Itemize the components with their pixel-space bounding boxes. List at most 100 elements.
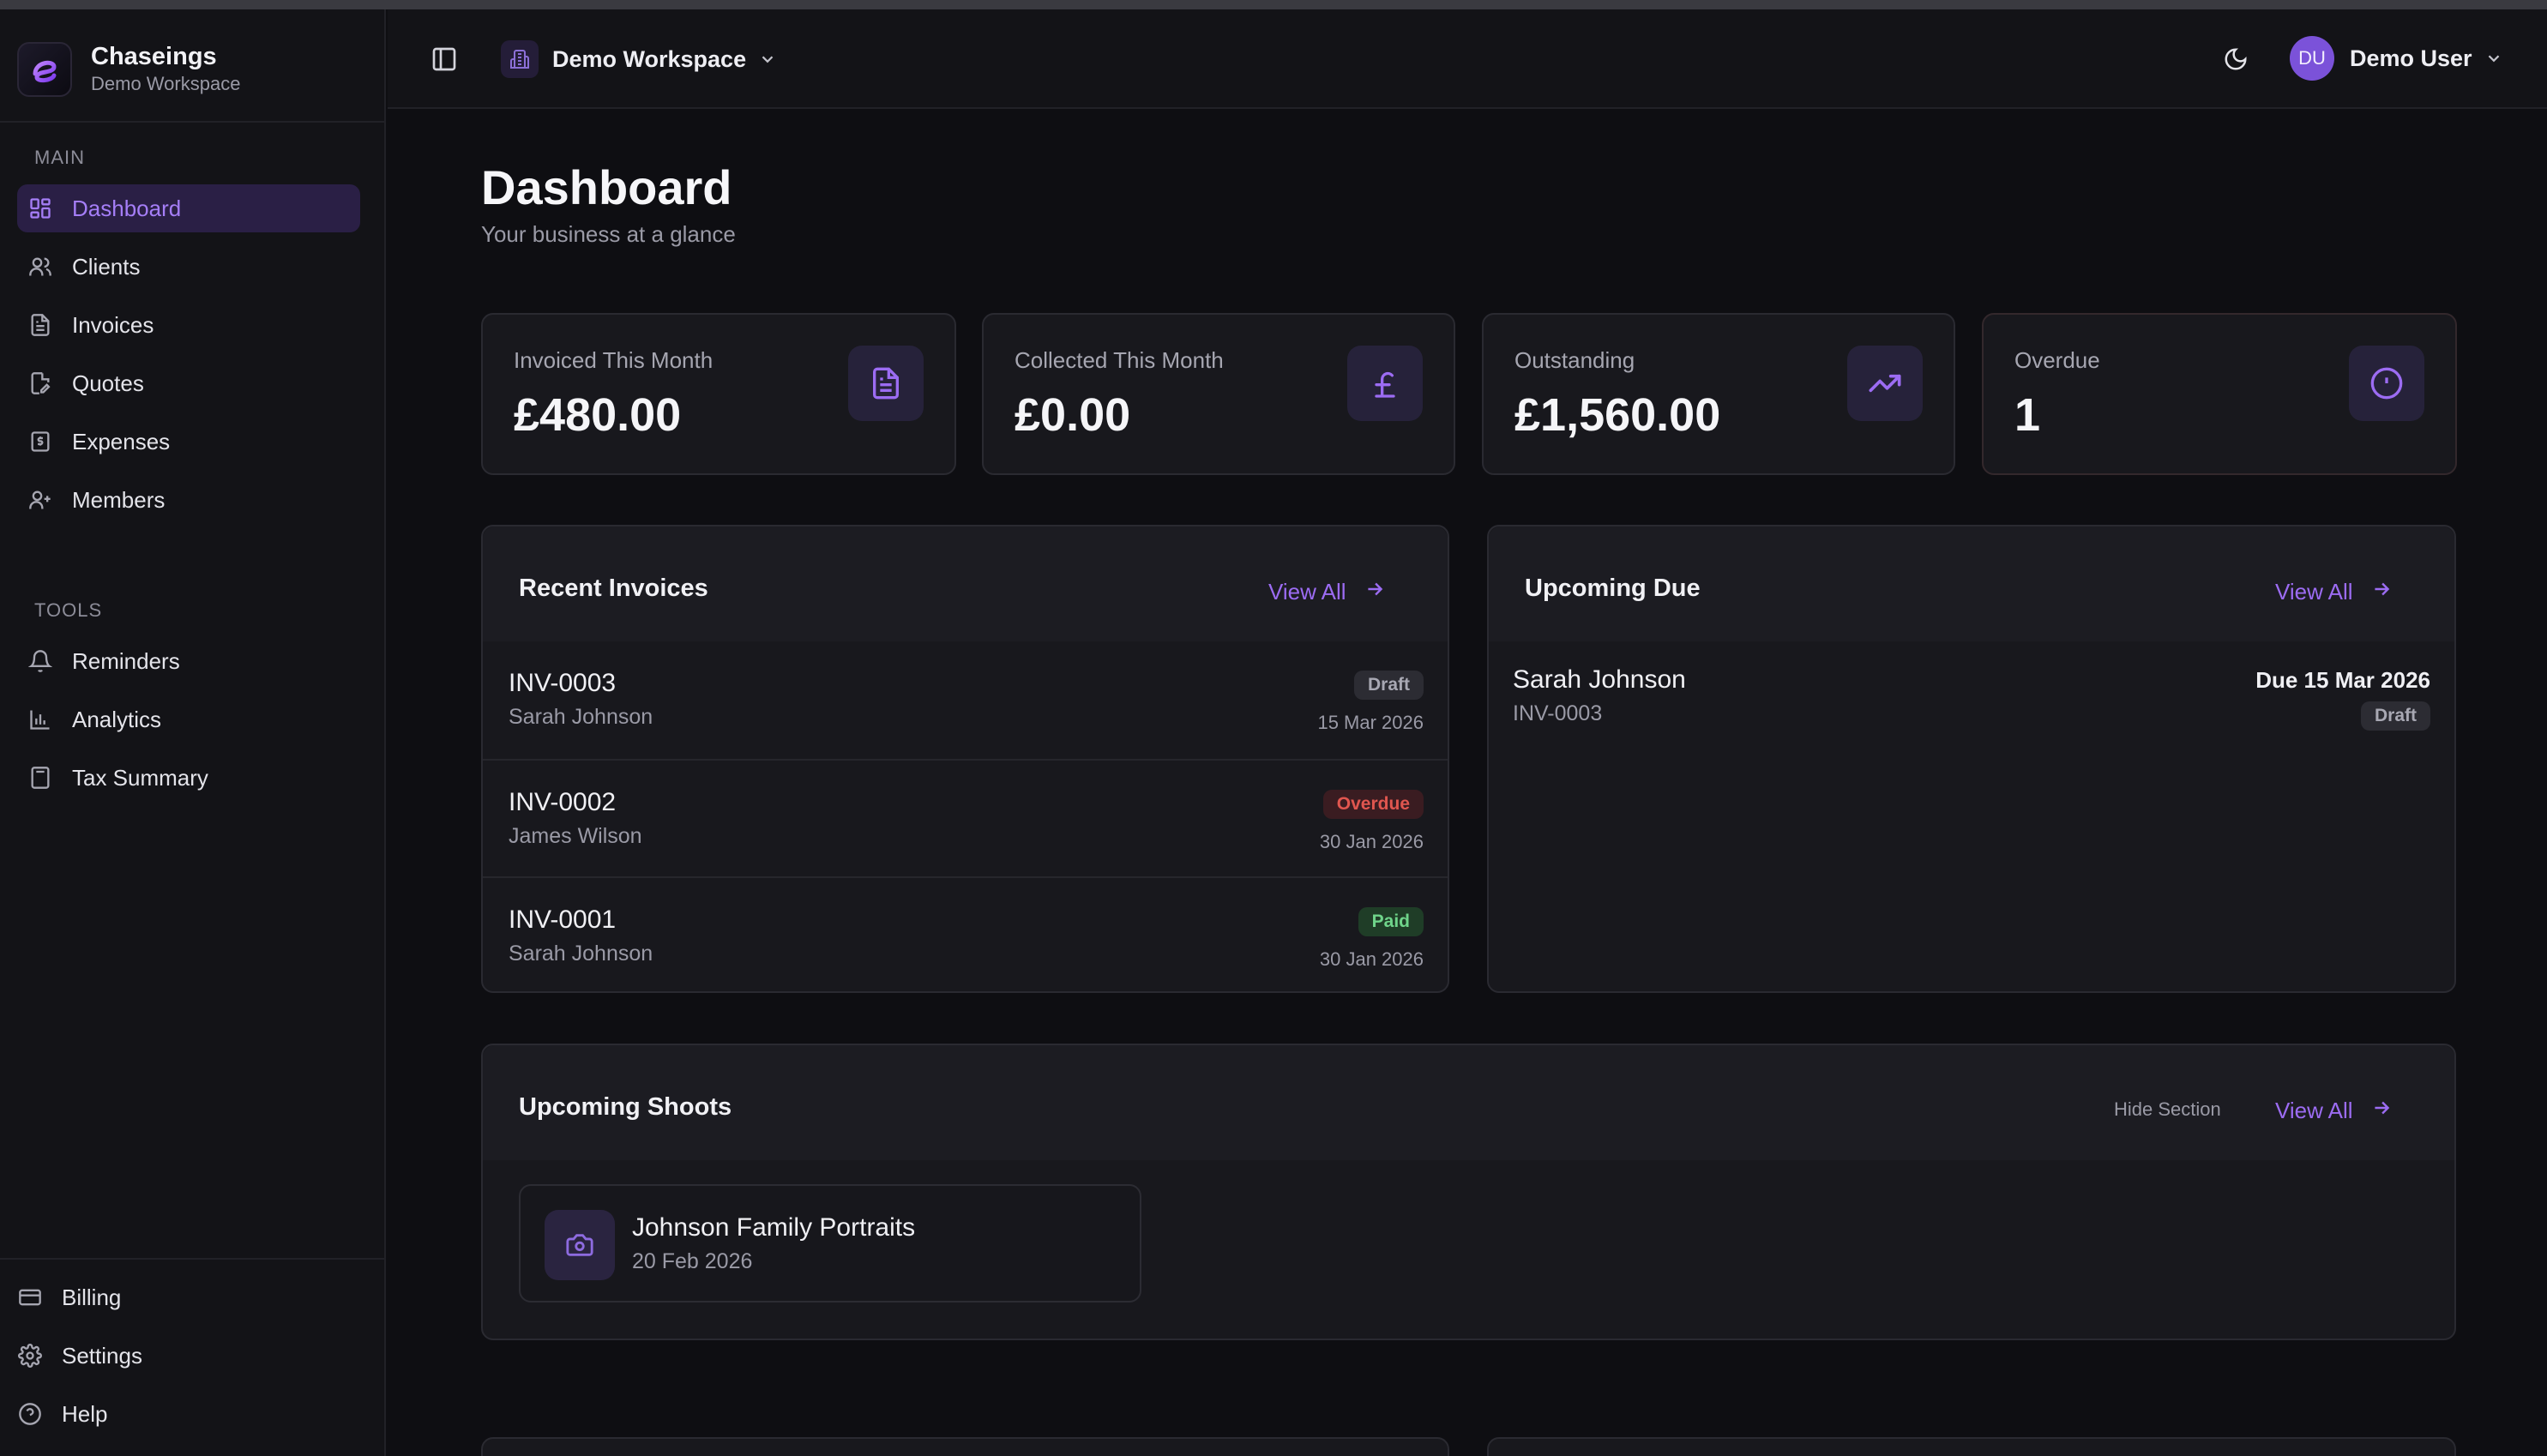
sidebar-item-label: Invoices <box>72 311 154 338</box>
workspace-switcher[interactable]: Demo Workspace <box>501 39 777 80</box>
stat-card-outstanding[interactable]: Outstanding £1,560.00 <box>1482 313 1955 475</box>
theme-toggle-moon-icon[interactable] <box>2223 46 2250 74</box>
invoice-client: James Wilson <box>509 824 642 848</box>
shoot-card[interactable]: Johnson Family Portraits 20 Feb 2026 <box>519 1184 1141 1303</box>
chevron-down-icon <box>758 50 777 69</box>
user-plus-icon <box>27 487 53 513</box>
sidebar-item-help[interactable]: Help <box>7 1390 350 1438</box>
panel-header: Upcoming Shoots Hide Section View All <box>483 1045 2454 1160</box>
sidebar-item-settings[interactable]: Settings <box>7 1332 350 1380</box>
sidebar-item-clients[interactable]: Clients <box>17 243 360 291</box>
view-all-label: View All <box>1268 579 1346 605</box>
arrow-right-icon <box>1346 578 1386 606</box>
shoot-title: Johnson Family Portraits <box>632 1213 916 1242</box>
table-row[interactable]: INV-0002 James Wilson Overdue 30 Jan 202… <box>483 759 1448 875</box>
page-title: Dashboard <box>481 160 732 214</box>
pound-icon <box>1347 346 1423 421</box>
gear-icon <box>17 1343 43 1369</box>
invoice-client: Sarah Johnson <box>509 705 653 729</box>
invoice-date: 15 Mar 2026 <box>1317 712 1424 733</box>
due-client[interactable]: Sarah Johnson <box>1513 665 1686 694</box>
sidebar-item-expenses[interactable]: Expenses <box>17 418 360 466</box>
invoice-client: Sarah Johnson <box>509 942 653 966</box>
camera-icon <box>545 1210 615 1280</box>
stat-card-invoiced[interactable]: Invoiced This Month £480.00 <box>481 313 956 475</box>
partial-card <box>1487 1437 2456 1456</box>
sidebar-item-billing[interactable]: Billing <box>7 1273 350 1321</box>
invoice-id: INV-0003 <box>509 669 617 697</box>
status-badge: Overdue <box>1322 790 1424 819</box>
users-icon <box>27 254 53 280</box>
bar-chart-icon <box>27 707 53 732</box>
sidebar-item-label: Clients <box>72 253 141 280</box>
view-all-invoices-link[interactable]: View All <box>1268 578 1386 606</box>
building-icon <box>501 40 539 78</box>
sidebar-item-label: Settings <box>62 1342 142 1369</box>
dashboard-icon <box>27 196 53 221</box>
sidebar: Chaseings Demo Workspace MAIN Dashboard … <box>0 9 386 1456</box>
calculator-icon <box>27 765 53 791</box>
sidebar-item-members[interactable]: Members <box>17 476 360 524</box>
stat-label: Collected This Month <box>1015 347 1224 373</box>
hide-section-button[interactable]: Hide Section <box>2114 1098 2221 1120</box>
sidebar-divider <box>0 121 386 123</box>
stat-label: Outstanding <box>1514 347 1635 373</box>
sidebar-divider <box>0 1258 386 1260</box>
status-badge: Draft <box>2360 701 2430 731</box>
section-label-tools: TOOLS <box>34 599 103 621</box>
sidebar-item-quotes[interactable]: Quotes <box>17 359 360 407</box>
stat-value: £480.00 <box>514 389 682 441</box>
brand[interactable]: Chaseings Demo Workspace <box>17 37 240 102</box>
sidebar-item-label: Help <box>62 1400 108 1427</box>
due-invoice-id: INV-0003 <box>1513 701 1603 725</box>
table-row[interactable]: INV-0001 Sarah Johnson Paid 30 Jan 2026 <box>483 876 1448 993</box>
panel-header: Upcoming Due View All <box>1489 526 2454 641</box>
stat-value: £0.00 <box>1015 389 1131 441</box>
sidebar-item-label: Tax Summary <box>72 764 208 791</box>
arrow-right-icon <box>2353 578 2393 606</box>
view-all-shoots-link[interactable]: View All <box>2275 1097 2393 1125</box>
due-date: Due 15 Mar 2026 <box>2255 667 2430 693</box>
user-menu[interactable]: DU Demo User <box>2290 34 2503 82</box>
sidebar-item-tax-summary[interactable]: Tax Summary <box>17 754 360 802</box>
view-all-label: View All <box>2275 579 2353 605</box>
sidebar-item-label: Reminders <box>72 647 180 674</box>
invoice-date: 30 Jan 2026 <box>1319 948 1424 970</box>
table-row[interactable]: INV-0003 Sarah Johnson Draft 15 Mar 2026 <box>483 641 1448 758</box>
stat-card-collected[interactable]: Collected This Month £0.00 <box>982 313 1455 475</box>
upcoming-due-panel: Upcoming Due View All Sarah Johnson INV-… <box>1487 525 2456 993</box>
view-all-label: View All <box>2275 1098 2353 1123</box>
sidebar-item-invoices[interactable]: Invoices <box>17 301 360 349</box>
stat-value: 1 <box>2014 389 2041 441</box>
sidebar-item-dashboard[interactable]: Dashboard <box>17 184 360 232</box>
sidebar-item-reminders[interactable]: Reminders <box>17 637 360 685</box>
stat-card-overdue[interactable]: Overdue 1 <box>1982 313 2457 475</box>
receipt-icon <box>27 429 53 454</box>
arrow-right-icon <box>2353 1097 2393 1125</box>
user-name: Demo User <box>2350 45 2472 71</box>
sidebar-item-label: Billing <box>62 1284 122 1310</box>
view-all-due-link[interactable]: View All <box>2275 578 2393 606</box>
upcoming-shoots-panel: Upcoming Shoots Hide Section View All Jo… <box>481 1044 2456 1340</box>
panel-title: Upcoming Shoots <box>519 1093 732 1121</box>
sidebar-item-label: Expenses <box>72 428 171 454</box>
credit-card-icon <box>17 1285 43 1310</box>
sidebar-item-analytics[interactable]: Analytics <box>17 695 360 743</box>
file-edit-icon <box>27 370 53 396</box>
shoot-date: 20 Feb 2026 <box>632 1249 753 1273</box>
window-top-strip <box>0 0 2547 9</box>
chevron-down-icon <box>2484 49 2503 68</box>
partial-card <box>481 1437 1449 1456</box>
app-name: Chaseings <box>91 43 217 70</box>
invoice-id: INV-0002 <box>509 788 617 816</box>
stat-value: £1,560.00 <box>1514 389 1721 441</box>
bell-icon <box>27 648 53 674</box>
sidebar-toggle-icon[interactable] <box>431 45 458 73</box>
file-text-icon <box>27 312 53 338</box>
sidebar-item-label: Members <box>72 486 166 513</box>
panel-header: Recent Invoices View All <box>483 526 1448 641</box>
page-subtitle: Your business at a glance <box>481 221 736 247</box>
app-logo-icon <box>17 42 72 97</box>
status-badge: Draft <box>1353 671 1424 700</box>
sidebar-item-label: Analytics <box>72 706 162 732</box>
